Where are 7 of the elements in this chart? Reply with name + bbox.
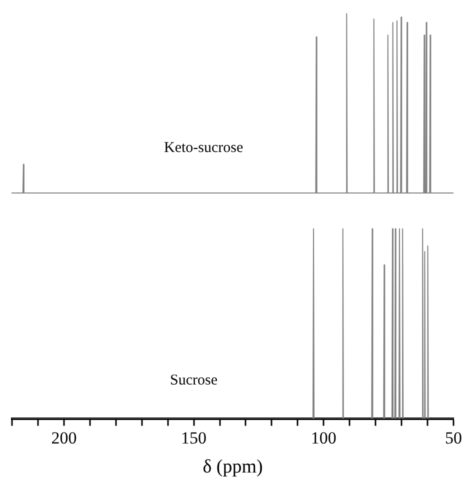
x-axis-title: δ (ppm) — [202, 456, 263, 478]
text: Sucrose — [170, 372, 218, 389]
x-tick-label: 50 — [445, 428, 462, 448]
x-tick-label: 200 — [51, 428, 77, 448]
x-tick-label: 150 — [181, 428, 207, 448]
text: Keto-sucrose — [164, 140, 244, 156]
x-tick-label: 100 — [310, 428, 336, 448]
